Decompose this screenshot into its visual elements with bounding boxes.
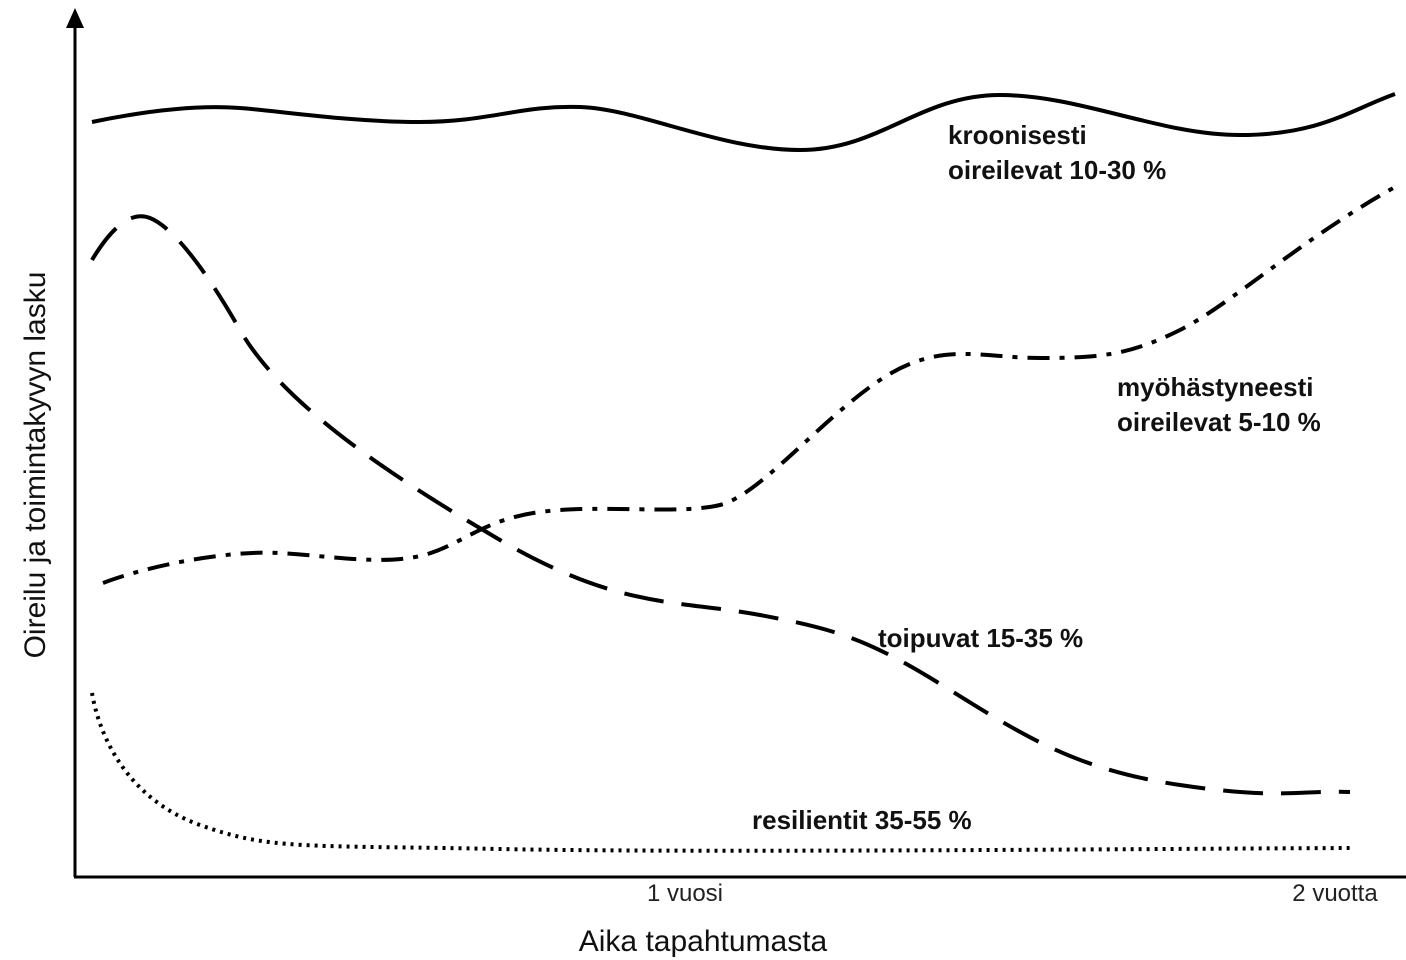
y-axis-arrow (66, 8, 84, 28)
curve-label: kroonisesti (948, 120, 1087, 150)
curve-label: resilientit 35-55 % (752, 805, 972, 835)
curve-label: oireilevat 10-30 % (948, 155, 1166, 185)
curve-label: oireilevat 5-10 % (1117, 407, 1321, 437)
chronic-curve (91, 92, 1396, 153)
y-axis-label: Oireilu ja toimintakyvyn lasku (19, 272, 52, 659)
delayed-curve (102, 185, 1396, 585)
recovery-curve (90, 214, 1351, 796)
curve-label: myöhästyneesti (1117, 372, 1314, 402)
x-tick-label: 1 vuosi (647, 880, 723, 907)
x-axis-label: Aika tapahtumasta (579, 925, 828, 958)
curve-label: toipuvat 15-35 % (878, 623, 1083, 653)
resilient-curve (90, 692, 1351, 853)
x-tick-label: 2 vuotta (1292, 880, 1378, 907)
